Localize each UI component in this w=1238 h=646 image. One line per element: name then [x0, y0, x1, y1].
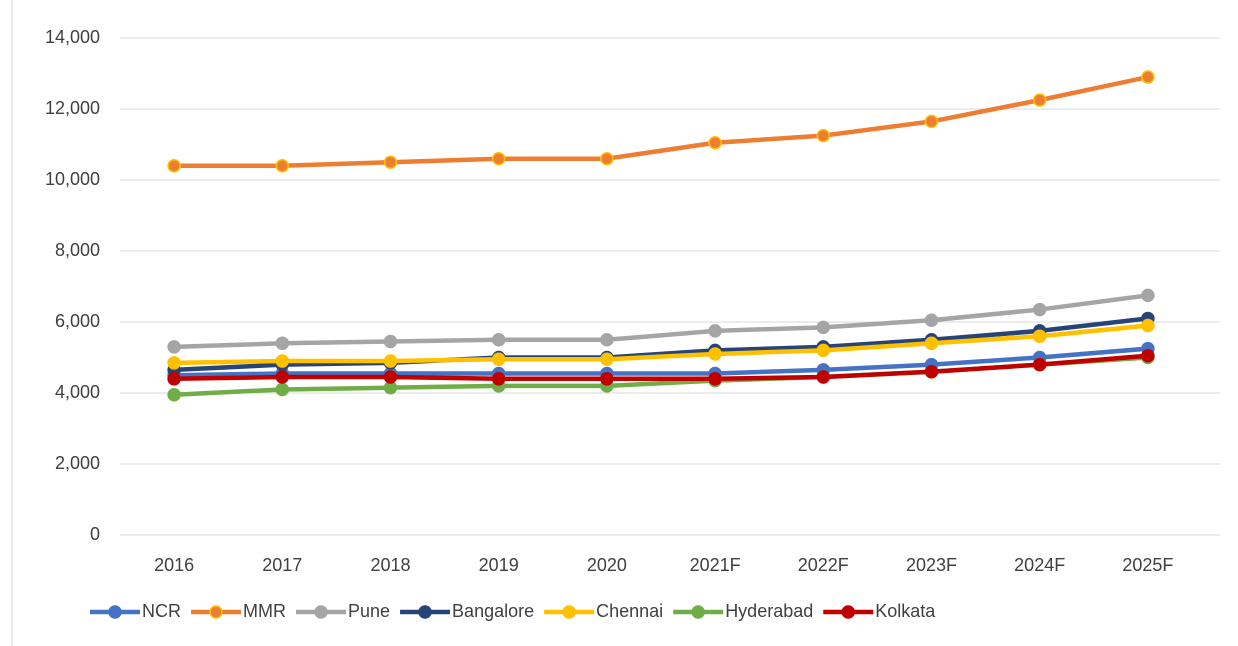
x-tick-label: 2016 — [154, 555, 194, 575]
data-point — [1141, 348, 1155, 363]
data-point — [383, 155, 398, 169]
data-point — [491, 333, 506, 347]
data-point — [491, 151, 506, 166]
data-point — [600, 151, 614, 166]
legend-label: Chennai — [596, 601, 663, 621]
chart-frame — [11, 0, 13, 646]
legend-marker — [691, 605, 705, 619]
data-point — [383, 370, 398, 384]
data-point — [708, 347, 722, 361]
y-tick-label: 8,000 — [55, 240, 100, 260]
legend-marker — [108, 605, 122, 619]
y-tick-label: 12,000 — [45, 98, 100, 118]
data-point — [816, 370, 831, 384]
data-point — [924, 336, 939, 351]
x-tick-label: 2019 — [479, 555, 519, 575]
data-point — [924, 114, 939, 129]
y-tick-label: 4,000 — [55, 382, 100, 402]
data-point — [600, 352, 614, 367]
series-line — [174, 293, 1149, 350]
data-point — [1141, 318, 1155, 333]
y-tick-label: 6,000 — [55, 311, 100, 331]
data-point — [816, 320, 831, 335]
data-point — [275, 370, 290, 384]
data-point — [167, 340, 181, 354]
legend-label: Kolkata — [875, 601, 936, 621]
x-tick-label: 2022F — [798, 555, 849, 575]
data-point — [1032, 329, 1047, 343]
series-line — [174, 323, 1149, 366]
legend-marker — [841, 605, 855, 619]
data-point — [1032, 357, 1047, 372]
data-point — [1032, 93, 1047, 107]
data-point — [383, 354, 398, 368]
data-point — [816, 343, 831, 358]
series-line — [173, 316, 1149, 373]
data-point — [816, 128, 831, 143]
series-line — [174, 353, 1149, 382]
x-tick-label: 2024F — [1014, 555, 1065, 575]
data-point — [275, 336, 290, 351]
data-point — [708, 324, 722, 338]
data-point — [600, 333, 614, 347]
legend-marker — [314, 605, 328, 619]
series-line — [174, 346, 1149, 378]
legend-label: NCR — [142, 601, 181, 621]
legend-label: Hyderabad — [725, 601, 813, 621]
data-point — [167, 356, 181, 370]
data-point — [924, 313, 939, 327]
y-tick-label: 14,000 — [45, 27, 100, 47]
x-tick-label: 2020 — [587, 555, 627, 575]
data-point — [600, 372, 614, 386]
legend-label: Bangalore — [452, 601, 534, 621]
legend-marker — [418, 605, 432, 619]
data-point — [383, 334, 398, 349]
x-tick-label: 2018 — [370, 555, 410, 575]
x-tick-label: 2025F — [1122, 555, 1173, 575]
data-point — [275, 382, 290, 397]
legend-label: MMR — [243, 601, 286, 621]
y-tick-label: 2,000 — [55, 453, 100, 473]
x-tick-label: 2023F — [906, 555, 957, 575]
legend-marker — [562, 605, 576, 619]
series-line — [174, 74, 1149, 169]
y-tick-label: 0 — [90, 524, 100, 544]
legend-marker — [209, 605, 223, 619]
data-point — [167, 159, 181, 173]
data-point — [275, 159, 290, 173]
data-point — [1141, 288, 1155, 303]
data-point — [1141, 70, 1155, 84]
y-tick-label: 10,000 — [45, 169, 100, 189]
data-point — [708, 372, 722, 386]
data-point — [924, 364, 939, 379]
data-point — [708, 135, 722, 150]
data-point — [1032, 302, 1047, 317]
legend-label: Pune — [348, 601, 390, 621]
data-point — [491, 352, 506, 367]
x-tick-label: 2017 — [262, 555, 302, 575]
x-tick-label: 2021F — [690, 555, 741, 575]
data-point — [275, 354, 290, 368]
data-point — [167, 372, 181, 386]
data-point — [491, 372, 506, 386]
data-point — [167, 388, 181, 402]
